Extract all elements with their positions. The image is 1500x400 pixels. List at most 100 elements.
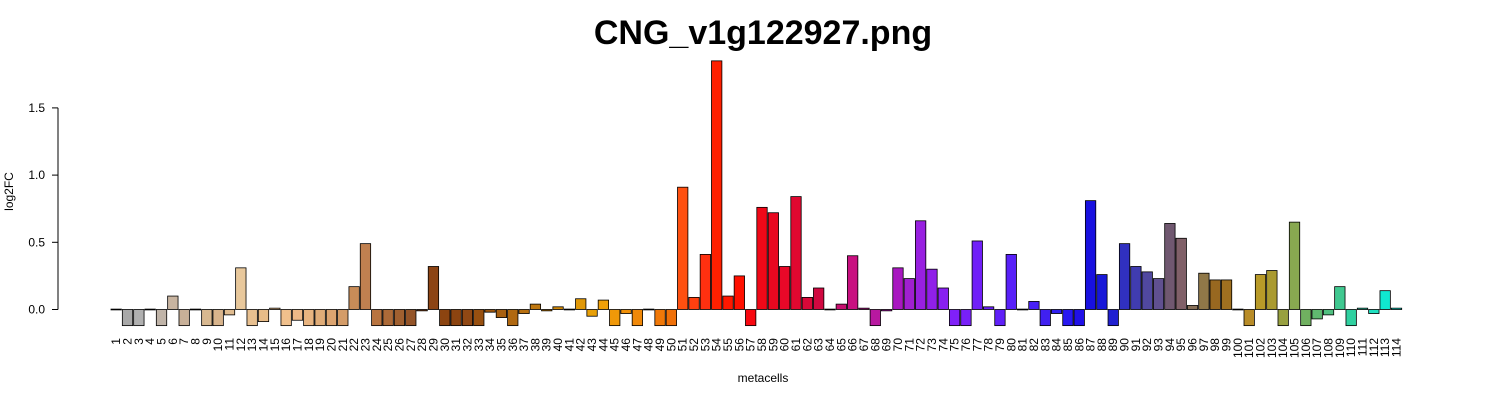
x-tick-label: 35 bbox=[494, 338, 508, 352]
bar-metacell-93 bbox=[1152, 278, 1165, 310]
bar-metacell-46 bbox=[620, 309, 632, 314]
x-tick-labels: 1234567891011121314151617181920212223242… bbox=[109, 338, 1403, 358]
x-tick-label: 34 bbox=[483, 338, 497, 352]
x-tick-label: 63 bbox=[812, 338, 826, 352]
bar-metacell-29 bbox=[427, 266, 440, 310]
bar-metacell-45 bbox=[609, 309, 621, 327]
bar-metacell-99 bbox=[1220, 279, 1233, 310]
x-tick-label: 110 bbox=[1344, 338, 1358, 357]
bar-metacell-111 bbox=[1356, 307, 1369, 310]
y-tick-label: 0.5 bbox=[28, 235, 45, 249]
bar-metacell-64 bbox=[824, 308, 836, 311]
x-tick-label: 9 bbox=[200, 338, 214, 345]
bar-metacell-52 bbox=[688, 296, 700, 310]
bar-metacell-7 bbox=[178, 309, 190, 327]
bar-metacell-108 bbox=[1322, 309, 1335, 316]
x-tick-label: 64 bbox=[823, 338, 837, 352]
x-tick-label: 97 bbox=[1197, 338, 1211, 352]
x-tick-label: 33 bbox=[472, 338, 486, 352]
bar-metacell-4 bbox=[144, 308, 156, 311]
x-tick-label: 10 bbox=[211, 338, 225, 352]
x-tick-label: 95 bbox=[1174, 338, 1188, 352]
bar-metacell-73 bbox=[926, 268, 938, 310]
bar-metacell-36 bbox=[507, 309, 519, 327]
x-tick-label: 2 bbox=[121, 338, 135, 345]
x-tick-label: 60 bbox=[778, 338, 792, 352]
bar-metacell-44 bbox=[597, 299, 609, 310]
bar-metacell-31 bbox=[450, 309, 462, 327]
bar-metacell-89 bbox=[1107, 309, 1119, 327]
bar-metacell-21 bbox=[337, 309, 349, 327]
x-tick-label: 65 bbox=[834, 338, 848, 352]
bar-metacell-85 bbox=[1062, 309, 1074, 327]
x-tick-label: 48 bbox=[642, 338, 656, 352]
x-tick-label: 82 bbox=[1027, 338, 1041, 352]
bar-metacell-70 bbox=[892, 267, 904, 310]
bar-metacell-51 bbox=[677, 186, 689, 310]
x-tick-label: 85 bbox=[1061, 338, 1075, 352]
bar-metacell-42 bbox=[575, 298, 587, 310]
x-tick-label: 104 bbox=[1276, 338, 1290, 358]
bar-metacell-86 bbox=[1073, 309, 1085, 327]
x-tick-label: 57 bbox=[744, 338, 758, 352]
x-tick-label: 25 bbox=[381, 338, 395, 352]
x-tick-label: 59 bbox=[766, 338, 780, 352]
bar-metacell-78 bbox=[983, 306, 995, 310]
x-tick-label: 107 bbox=[1310, 338, 1324, 358]
x-tick-label: 80 bbox=[1004, 338, 1018, 352]
x-tick-label: 78 bbox=[982, 338, 996, 352]
bar-metacell-17 bbox=[291, 309, 304, 321]
x-tick-label: 79 bbox=[993, 338, 1007, 352]
x-tick-label: 67 bbox=[857, 338, 871, 352]
x-tick-label: 37 bbox=[517, 338, 531, 352]
x-tick-label: 31 bbox=[449, 338, 463, 352]
bar-metacell-54 bbox=[711, 60, 723, 310]
x-tick-label: 21 bbox=[336, 338, 350, 352]
x-tick-label: 91 bbox=[1129, 338, 1143, 352]
x-tick-label: 38 bbox=[528, 338, 542, 352]
x-tick-label: 42 bbox=[574, 338, 588, 352]
x-tick-label: 103 bbox=[1265, 338, 1279, 358]
x-tick-label: 93 bbox=[1152, 338, 1166, 352]
x-tick-label: 28 bbox=[415, 338, 429, 352]
x-tick-label: 74 bbox=[936, 338, 950, 352]
bar-metacell-71 bbox=[903, 278, 915, 310]
y-axis: 0.0 0.5 1.0 1.5 bbox=[28, 101, 59, 317]
y-tick-label: 1.5 bbox=[28, 101, 45, 115]
bar-metacell-35 bbox=[495, 309, 508, 318]
bar-metacell-41 bbox=[563, 308, 576, 311]
x-tick-label: 36 bbox=[506, 338, 520, 352]
bar-metacell-97 bbox=[1198, 272, 1210, 310]
x-tick-label: 72 bbox=[914, 338, 928, 352]
y-tick-label: 0.0 bbox=[28, 303, 45, 317]
x-tick-label: 12 bbox=[234, 338, 248, 352]
bar-metacell-76 bbox=[960, 309, 972, 327]
bar-metacell-59 bbox=[767, 212, 779, 310]
bar-metacell-62 bbox=[801, 296, 813, 310]
bar-metacell-63 bbox=[813, 287, 825, 310]
bar-metacell-69 bbox=[881, 309, 893, 312]
bar-metacell-96 bbox=[1186, 305, 1199, 310]
bar-metacell-102 bbox=[1254, 274, 1267, 310]
bar-metacell-33 bbox=[473, 309, 485, 327]
x-tick-label: 98 bbox=[1208, 338, 1222, 352]
x-tick-label: 94 bbox=[1163, 338, 1177, 352]
x-tick-label: 5 bbox=[155, 338, 169, 345]
x-tick-label: 66 bbox=[846, 338, 860, 352]
bar-metacell-67 bbox=[858, 307, 870, 310]
bar-metacell-37 bbox=[518, 309, 530, 314]
x-tick-label: 71 bbox=[902, 338, 916, 352]
bar-metacell-2 bbox=[121, 309, 134, 327]
x-tick-label: 86 bbox=[1072, 338, 1086, 352]
x-tick-label: 114 bbox=[1389, 338, 1403, 357]
bar-metacell-98 bbox=[1209, 279, 1221, 310]
x-tick-label: 88 bbox=[1095, 338, 1109, 352]
x-tick-label: 54 bbox=[710, 338, 724, 352]
bar-metacell-114 bbox=[1390, 307, 1403, 310]
bar-metacell-53 bbox=[699, 253, 711, 310]
y-axis-title: log2FC bbox=[2, 172, 16, 211]
x-tick-label: 46 bbox=[619, 338, 633, 352]
x-tick-label: 6 bbox=[166, 338, 180, 345]
bar-metacell-81 bbox=[1017, 308, 1029, 311]
